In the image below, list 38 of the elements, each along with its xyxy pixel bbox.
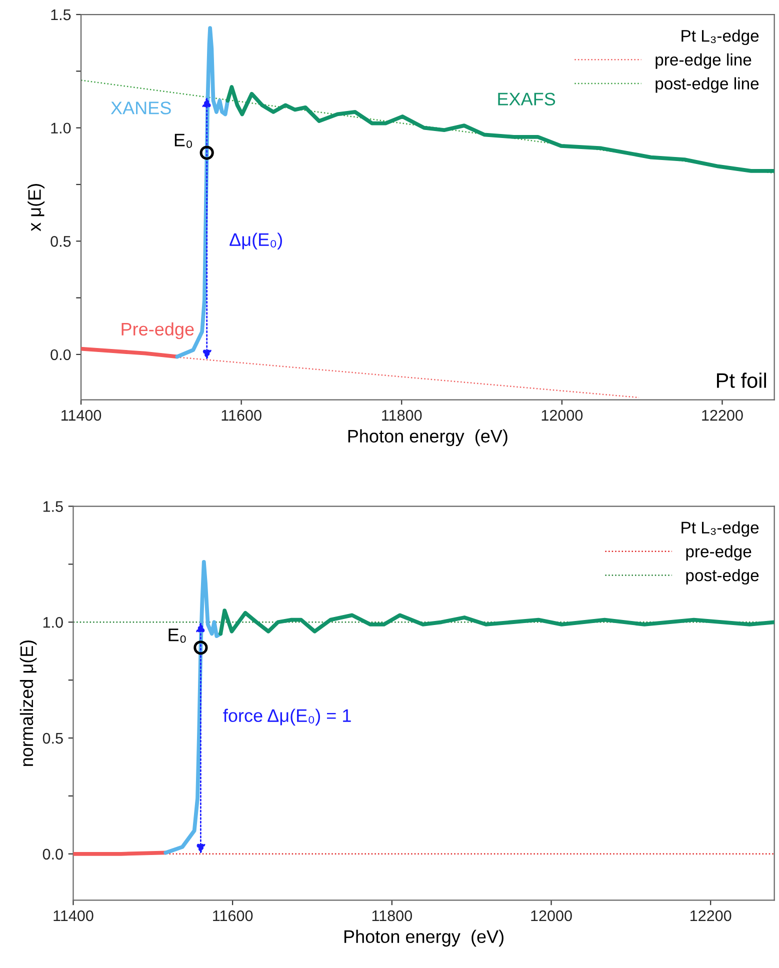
y-tick-label: 1.5 (51, 10, 71, 20)
line-series (218, 608, 774, 636)
y-tick-label: 1.5 (43, 501, 63, 512)
y-tick-label: 0.0 (50, 349, 71, 360)
legend-label: post-edge (686, 569, 759, 585)
x-tick-label: 12000 (531, 910, 572, 922)
annotation: Pt foil (717, 372, 766, 388)
series-label: E₀ (168, 628, 186, 643)
x-tick-label: 11600 (222, 410, 262, 421)
legend-label: post-edge line (656, 77, 759, 93)
y-tick-label: 1.0 (51, 122, 71, 134)
x-axis-title: Photon energy (eV) (344, 930, 504, 947)
text: XANES (110, 102, 171, 114)
y-tick-label: 1.0 (43, 617, 63, 628)
x-tick-label: 11600 (213, 910, 253, 922)
y-tick-label: 0.5 (42, 732, 63, 744)
x-tick-label: 11800 (372, 910, 412, 922)
x-tick-label: 11400 (62, 410, 102, 421)
x-axis-title: Photon energy (eV) (348, 429, 508, 446)
legend-label: pre-edge (686, 545, 752, 561)
x-tick-label: 12000 (542, 410, 583, 421)
y-axis-title: x μ(E) (28, 184, 44, 232)
x-tick-label: 12200 (690, 910, 732, 922)
x-tick-label: 11800 (382, 410, 422, 421)
y-tick-label: 0.0 (42, 848, 63, 860)
x-tick-label: 11400 (54, 910, 94, 922)
y-axis-title: normalized μ(E) (20, 640, 37, 766)
annotation: Δμ(E₀) (230, 232, 282, 250)
series-label: EXAFS (498, 92, 556, 106)
legend-label: pre-edge line (656, 53, 752, 69)
series-label: E₀ (174, 134, 192, 148)
line-series (81, 346, 180, 359)
legend-title: Pt L₃-edge (682, 521, 759, 537)
x-tick-label: 12200 (702, 410, 743, 421)
legend-title: Pt L₃-edge (682, 30, 759, 46)
series-label: Pre-edge (122, 322, 194, 340)
y-tick-label: 0.5 (50, 236, 71, 247)
annotation: force Δμ(E₀) = 1 (223, 708, 351, 726)
